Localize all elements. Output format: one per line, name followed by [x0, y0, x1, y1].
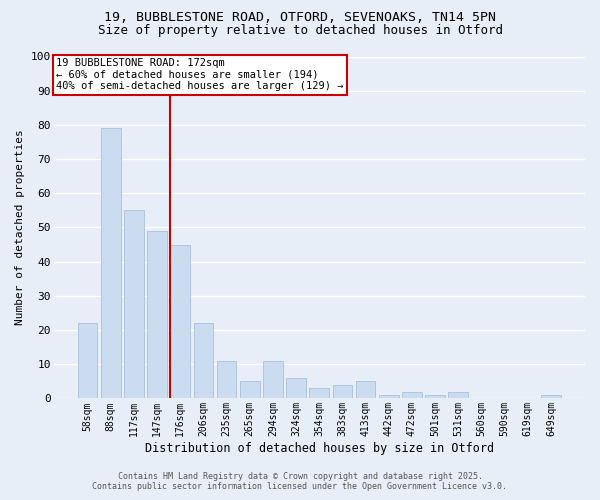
Bar — [101, 128, 121, 398]
Bar — [240, 382, 260, 398]
Bar — [170, 244, 190, 398]
Bar — [541, 395, 561, 398]
Bar — [124, 210, 144, 398]
Bar — [425, 395, 445, 398]
Bar — [147, 231, 167, 398]
Bar — [356, 382, 376, 398]
Text: Contains HM Land Registry data © Crown copyright and database right 2025.
Contai: Contains HM Land Registry data © Crown c… — [92, 472, 508, 491]
Bar — [194, 323, 213, 398]
Bar — [332, 384, 352, 398]
Bar — [402, 392, 422, 398]
Text: 19, BUBBLESTONE ROAD, OTFORD, SEVENOAKS, TN14 5PN: 19, BUBBLESTONE ROAD, OTFORD, SEVENOAKS,… — [104, 11, 496, 24]
Bar — [286, 378, 306, 398]
Text: Size of property relative to detached houses in Otford: Size of property relative to detached ho… — [97, 24, 503, 37]
Bar — [78, 323, 97, 398]
Text: 19 BUBBLESTONE ROAD: 172sqm
← 60% of detached houses are smaller (194)
40% of se: 19 BUBBLESTONE ROAD: 172sqm ← 60% of det… — [56, 58, 344, 92]
Bar — [310, 388, 329, 398]
Bar — [263, 361, 283, 399]
Bar — [379, 395, 398, 398]
Bar — [217, 361, 236, 399]
Bar — [448, 392, 468, 398]
Y-axis label: Number of detached properties: Number of detached properties — [15, 130, 25, 326]
X-axis label: Distribution of detached houses by size in Otford: Distribution of detached houses by size … — [145, 442, 494, 455]
